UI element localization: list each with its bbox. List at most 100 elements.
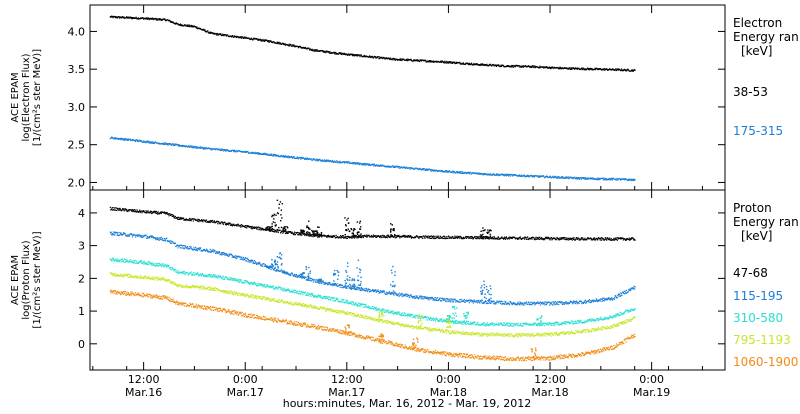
data-point bbox=[629, 289, 632, 292]
data-point bbox=[504, 238, 507, 240]
data-point bbox=[218, 251, 220, 253]
data-point bbox=[558, 238, 560, 240]
data-point bbox=[335, 284, 337, 286]
data-point bbox=[610, 297, 613, 299]
data-point bbox=[140, 140, 142, 142]
data-point bbox=[128, 234, 130, 236]
plot-layer bbox=[109, 15, 636, 362]
data-point bbox=[497, 65, 499, 67]
data-point bbox=[533, 302, 535, 304]
data-point bbox=[312, 236, 314, 238]
data-point bbox=[206, 31, 208, 33]
data-point bbox=[495, 65, 498, 67]
data-point bbox=[533, 176, 535, 178]
data-point bbox=[439, 297, 441, 299]
data-point bbox=[482, 174, 484, 176]
data-point bbox=[110, 233, 112, 235]
data-point bbox=[221, 254, 223, 256]
data-point bbox=[314, 235, 316, 237]
data-point bbox=[591, 177, 593, 179]
data-point bbox=[230, 223, 232, 225]
data-point bbox=[325, 235, 327, 237]
data-point bbox=[477, 301, 479, 303]
data-point bbox=[121, 233, 123, 236]
spike-point bbox=[482, 230, 484, 232]
data-point bbox=[345, 161, 348, 163]
data-point bbox=[165, 143, 167, 145]
data-point bbox=[191, 248, 193, 250]
data-point bbox=[585, 177, 587, 179]
data-point bbox=[335, 285, 337, 287]
data-point bbox=[398, 166, 400, 168]
data-point bbox=[520, 174, 522, 176]
spike-point bbox=[278, 226, 280, 229]
data-point bbox=[132, 210, 134, 213]
data-point bbox=[601, 237, 603, 239]
data-point bbox=[132, 235, 134, 237]
data-point bbox=[442, 61, 444, 63]
data-point bbox=[441, 60, 443, 62]
data-point bbox=[141, 212, 143, 214]
data-point bbox=[503, 173, 505, 176]
data-point bbox=[237, 151, 239, 153]
data-point bbox=[225, 34, 227, 36]
data-point bbox=[406, 235, 408, 237]
data-point bbox=[584, 237, 586, 239]
data-point bbox=[155, 237, 158, 239]
data-point bbox=[305, 233, 307, 236]
spike-point bbox=[391, 235, 393, 237]
data-point bbox=[263, 263, 265, 265]
data-point bbox=[405, 166, 408, 168]
data-point bbox=[199, 248, 201, 250]
data-point bbox=[394, 235, 396, 237]
data-point bbox=[269, 40, 271, 43]
data-point bbox=[575, 301, 577, 303]
data-point bbox=[359, 163, 361, 166]
data-point bbox=[291, 272, 293, 274]
data-point bbox=[472, 299, 474, 302]
data-point bbox=[522, 66, 525, 68]
data-point bbox=[476, 237, 478, 240]
data-point bbox=[209, 248, 211, 251]
data-point bbox=[311, 48, 313, 50]
data-point bbox=[247, 225, 249, 227]
data-point bbox=[481, 299, 484, 301]
data-point bbox=[374, 290, 377, 292]
spike-point bbox=[345, 269, 347, 272]
data-point bbox=[226, 223, 228, 225]
data-point bbox=[325, 52, 327, 54]
data-point bbox=[293, 275, 295, 277]
data-point bbox=[462, 236, 465, 238]
data-point bbox=[453, 298, 456, 300]
data-point bbox=[315, 160, 317, 162]
data-point bbox=[266, 39, 268, 42]
data-point bbox=[416, 59, 419, 61]
data-point bbox=[355, 162, 358, 164]
data-point bbox=[596, 178, 598, 180]
data-point bbox=[146, 235, 148, 237]
data-point bbox=[365, 287, 367, 289]
data-point bbox=[117, 137, 119, 139]
data-point bbox=[396, 235, 399, 238]
data-point bbox=[158, 213, 161, 215]
data-point bbox=[193, 246, 195, 248]
data-point bbox=[154, 210, 157, 213]
data-point bbox=[383, 57, 386, 59]
data-point bbox=[602, 68, 604, 70]
data-point bbox=[529, 303, 531, 306]
data-point bbox=[358, 234, 360, 236]
spike-point bbox=[303, 272, 306, 274]
data-point bbox=[315, 279, 317, 281]
data-point bbox=[437, 237, 439, 239]
data-point bbox=[597, 178, 600, 180]
data-point bbox=[169, 213, 171, 215]
data-point bbox=[555, 176, 557, 178]
data-point bbox=[395, 165, 397, 167]
data-point bbox=[394, 166, 396, 168]
data-point bbox=[154, 236, 156, 239]
data-point bbox=[410, 168, 412, 170]
data-point bbox=[596, 300, 598, 303]
data-point bbox=[335, 52, 337, 54]
data-point bbox=[475, 172, 478, 174]
data-point bbox=[144, 235, 146, 237]
